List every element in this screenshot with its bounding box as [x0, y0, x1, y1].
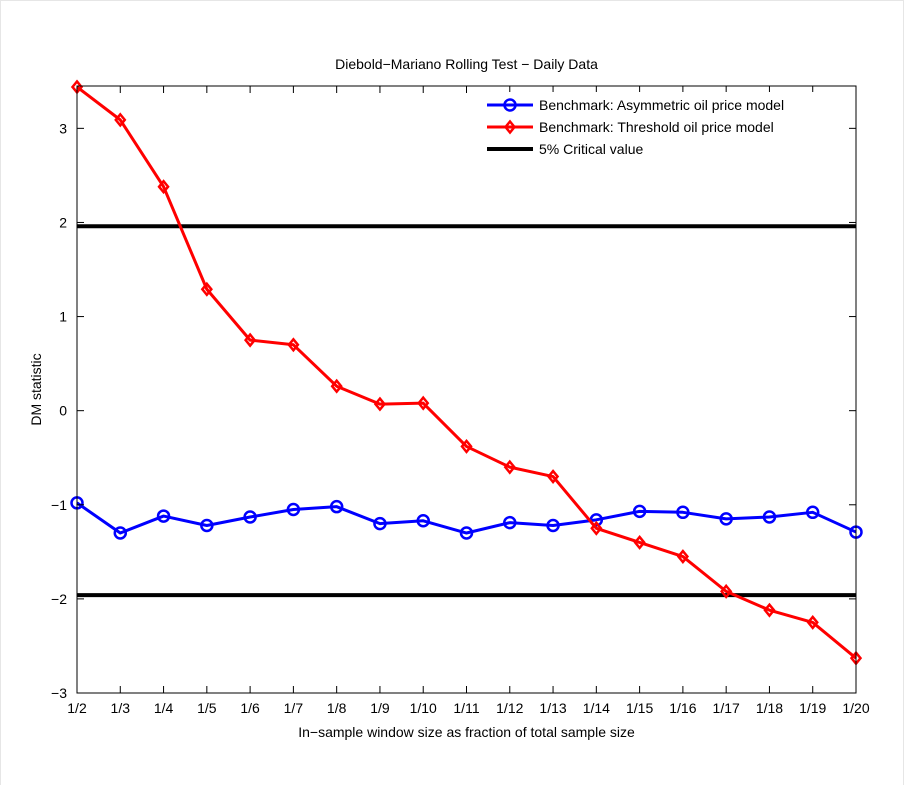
- x-tick-label: 1/18: [756, 700, 783, 716]
- legend-marker: [503, 98, 517, 112]
- data-point: [286, 502, 301, 517]
- data-point: [720, 583, 733, 599]
- data-point: [805, 505, 820, 520]
- plot-area: [77, 86, 856, 693]
- data-point: [373, 516, 387, 531]
- x-tick-label: 1/2: [67, 700, 87, 716]
- y-axis-label: DM statistic: [28, 353, 44, 425]
- x-tick-label: 1/3: [111, 700, 131, 716]
- x-tick-label: 1/17: [713, 700, 740, 716]
- x-tick-label: 1/7: [284, 700, 304, 716]
- legend-item-5-critical-value: 5% Critical value: [487, 141, 643, 157]
- x-tick-label: 1/4: [154, 700, 174, 716]
- y-tick-label: −1: [51, 497, 67, 513]
- x-tick-label: 1/20: [842, 700, 869, 716]
- legend-label: 5% Critical value: [539, 141, 643, 157]
- series-benchmark-asymmetric-oil-price-model: [70, 496, 863, 540]
- data-point: [243, 332, 257, 348]
- data-point: [200, 281, 213, 297]
- series-line: [76, 85, 857, 660]
- data-point: [503, 459, 516, 475]
- x-tick-label: 1/5: [197, 700, 217, 716]
- data-point: [200, 518, 214, 533]
- data-point: [546, 469, 560, 485]
- chart-title: Diebold−Mariano Rolling Test − Daily Dat…: [335, 56, 598, 72]
- data-point: [417, 395, 430, 411]
- data-point: [287, 337, 300, 353]
- axes-layer: 1/2 1/3 1/4 1/5 1/6 1/7 1/8 1/9 1/10 1/11 1/12 1/13…: [51, 85, 870, 716]
- data-point: [416, 514, 430, 528]
- y-tick-label: 1: [59, 309, 67, 325]
- y-tick-label: −3: [51, 685, 67, 701]
- data-point: [546, 518, 560, 533]
- data-point: [460, 438, 473, 454]
- x-tick-label: 1/10: [410, 700, 437, 716]
- data-point: [676, 505, 690, 520]
- data-point: [329, 499, 344, 514]
- y-tick-label: 2: [59, 214, 67, 230]
- data-point: [763, 602, 776, 618]
- data-point: [590, 520, 603, 536]
- y-tick-label: 0: [59, 403, 67, 419]
- x-tick-label: 1/16: [669, 700, 696, 716]
- legend-label: Benchmark: Asymmetric oil price model: [539, 97, 784, 113]
- legend: Benchmark: Asymmetric oil price model Ben…: [481, 92, 849, 166]
- data-point: [676, 549, 690, 565]
- data-point: [156, 509, 171, 523]
- data-point: [373, 396, 387, 412]
- data-point: [157, 179, 170, 195]
- series-layer: [70, 79, 863, 666]
- x-tick-label: 1/13: [539, 700, 566, 716]
- data-point: [114, 112, 127, 128]
- data-point: [762, 510, 777, 524]
- legend-marker: [503, 119, 517, 135]
- data-point: [459, 526, 474, 540]
- x-tick-label: 1/8: [327, 700, 347, 716]
- data-point: [113, 526, 128, 540]
- legend-box: [481, 92, 849, 166]
- series-line: [76, 501, 857, 535]
- data-point: [806, 614, 819, 630]
- x-axis-label: In−sample window size as fraction of tot…: [298, 724, 635, 740]
- data-point: [503, 515, 517, 530]
- data-point: [719, 512, 733, 526]
- x-tick-label: 1/15: [626, 700, 653, 716]
- x-tick-label: 1/14: [583, 700, 610, 716]
- y-tick-label: −2: [51, 591, 67, 607]
- data-point: [243, 510, 257, 524]
- x-tick-label: 1/11: [453, 700, 479, 716]
- x-tick-label: 1/19: [799, 700, 826, 716]
- x-tick-label: 1/6: [240, 700, 260, 716]
- x-tick-label: 1/9: [370, 700, 390, 716]
- data-point: [330, 378, 343, 394]
- legend-label: Benchmark: Threshold oil price model: [539, 119, 774, 135]
- legend-item-benchmark-asymmetric-oil-price-model: Benchmark: Asymmetric oil price model: [487, 97, 784, 113]
- y-tick-label: 3: [59, 120, 67, 136]
- x-tick-label: 1/12: [496, 700, 523, 716]
- data-point: [632, 504, 647, 519]
- data-point: [633, 534, 646, 550]
- legend-item-benchmark-threshold-oil-price-model: Benchmark: Threshold oil price model: [487, 119, 774, 135]
- series-benchmark-threshold-oil-price-model: [70, 79, 863, 666]
